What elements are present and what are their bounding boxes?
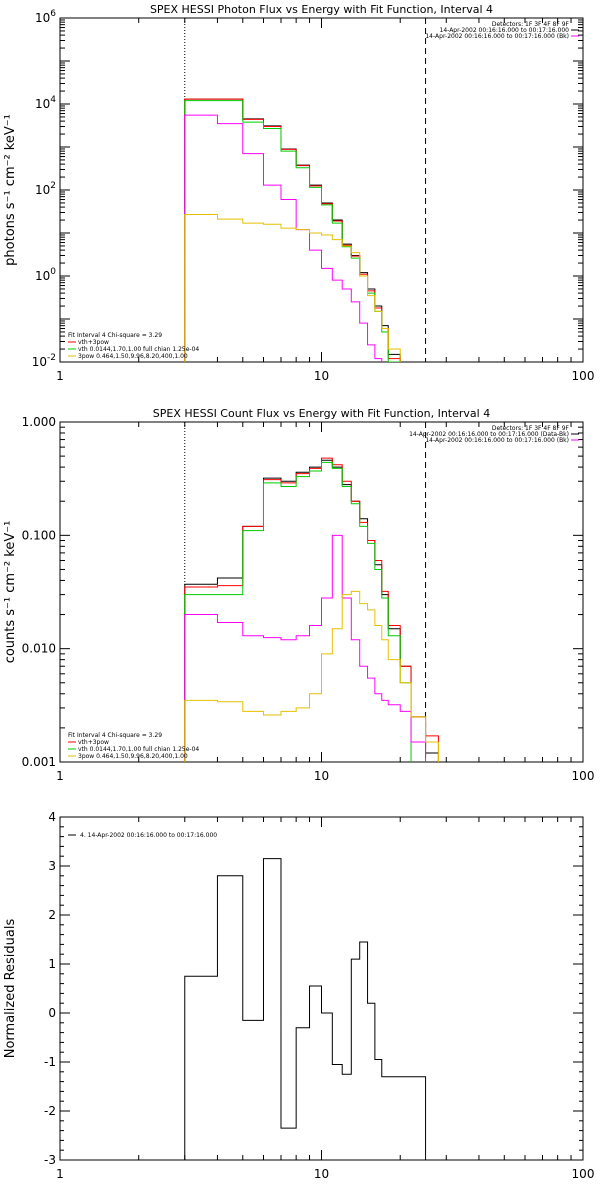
x-tick-label: 100 [572, 1167, 595, 1181]
legend-bottomleft-entry: vth+3pow [78, 339, 109, 346]
x-tick-label: 100 [572, 369, 595, 383]
x-tick-label: 100 [572, 769, 595, 783]
y-tick-exponent: 2 [50, 181, 56, 191]
series-5-line [184, 213, 401, 362]
y-tick-label: -1 [44, 1055, 56, 1069]
x-tick-label: 10 [314, 769, 329, 783]
y-tick-label: 3 [48, 859, 56, 873]
y-tick-label: 0.010 [22, 642, 56, 656]
x-tick-label: 1 [56, 369, 64, 383]
series-3-line [184, 100, 401, 362]
y-tick-label: 10-2 [32, 353, 56, 369]
y-tick-label: 1 [48, 957, 56, 971]
series-3-line [184, 461, 412, 762]
y-tick-label: 4 [48, 810, 56, 824]
plot-frame [59, 421, 584, 763]
y-tick-label: 1.000 [22, 415, 56, 429]
legend-topright-entry: 14-Apr-2002 00:16:16.000 to 00:17:16.000… [409, 431, 569, 438]
legend-bottomleft-entry: vth 0.0144,1.70,1.00 full chian 1.25e-04 [78, 746, 199, 753]
legend-topright-entry: 14-Apr-2002 00:16:16.000 to 00:17:16.000… [425, 437, 569, 444]
y-tick-exponent: 0 [50, 267, 56, 277]
legend-bottomleft-entry: 3pow 0.464,1.50,9.96,8.20,400,1.00 [78, 753, 188, 760]
chart-title: SPEX HESSI Count Flux vs Energy with Fit… [153, 407, 490, 420]
series-4-line [184, 114, 383, 362]
y-tick-label: 0.001 [22, 755, 56, 769]
series-1-line [184, 98, 401, 362]
legend-bottomleft-entry: Fit Interval 4 Chi-square = 3.29 [68, 332, 162, 339]
series-2-line [184, 457, 439, 762]
y-tick-label: -3 [44, 1153, 56, 1167]
y-tick-exponent: -2 [47, 353, 56, 363]
y-axis-label: photons s⁻¹ cm⁻² keV⁻¹ [3, 114, 18, 266]
legend-topright-entry: Detectors: 1F 3F 4F 8F 9F [492, 21, 570, 28]
y-tick-label: 100 [35, 267, 56, 283]
legend-bottomleft-entry: Fit Interval 4 Chi-square = 3.29 [68, 732, 162, 739]
legend-bottomleft-entry: vth 0.0144,1.70,1.00 full chian 1.25e-04 [78, 346, 199, 353]
y-tick-label: 0 [48, 1006, 56, 1020]
chart-title: SPEX HESSI Photon Flux vs Energy with Fi… [150, 3, 493, 16]
legend-topright-entry: 14-Apr-2002 00:16:16.000 to 00:17:16.000… [425, 33, 569, 40]
legend-topright-entry: Detectors: 1F 3F 4F 8F 9F [492, 425, 570, 432]
series-4-line [184, 534, 427, 762]
y-tick-label: 2 [48, 908, 56, 922]
y-tick-exponent: 4 [50, 95, 56, 105]
legend-bottomleft-entry: 3pow 0.464,1.50,9.96,8.20,400,1.00 [78, 353, 188, 360]
legend-bottomleft-entry: vth+3pow [78, 739, 109, 746]
y-tick-label: 102 [35, 181, 56, 197]
y-tick-label: 0.100 [22, 528, 56, 542]
x-tick-label: 10 [314, 1167, 329, 1181]
x-tick-label: 1 [56, 1167, 64, 1181]
x-tick-label: 1 [56, 769, 64, 783]
legend-topright-entry: 14-Apr-2002 00:16:16.000 to 00:17:16.000 [440, 27, 570, 34]
chart-3: Normalized Residuals 1 10 100 -3 -2 -1 0 1 2 3 4 4. … [3, 810, 594, 1181]
x-tick-label: 10 [314, 369, 329, 383]
y-tick-label: 106 [35, 9, 56, 25]
chart-1: SPEX HESSI Photon Flux vs Energy with Fi… [3, 3, 595, 383]
y-tick-label: 104 [35, 95, 56, 111]
legend-topleft-entry: 4. 14-Apr-2002 00:16:16.000 to 00:17:16.… [80, 832, 217, 839]
series-2-line [184, 98, 401, 362]
series-1-line [184, 858, 427, 1160]
series-1-line [184, 459, 439, 762]
series-5-line [184, 590, 439, 762]
y-tick-label: -2 [44, 1104, 56, 1118]
y-axis-label: counts s⁻¹ cm⁻² keV⁻¹ [3, 521, 18, 664]
chart-2: SPEX HESSI Count Flux vs Energy with Fit… [3, 407, 594, 783]
y-axis-label: Normalized Residuals [3, 919, 18, 1059]
y-tick-exponent: 6 [50, 9, 56, 19]
